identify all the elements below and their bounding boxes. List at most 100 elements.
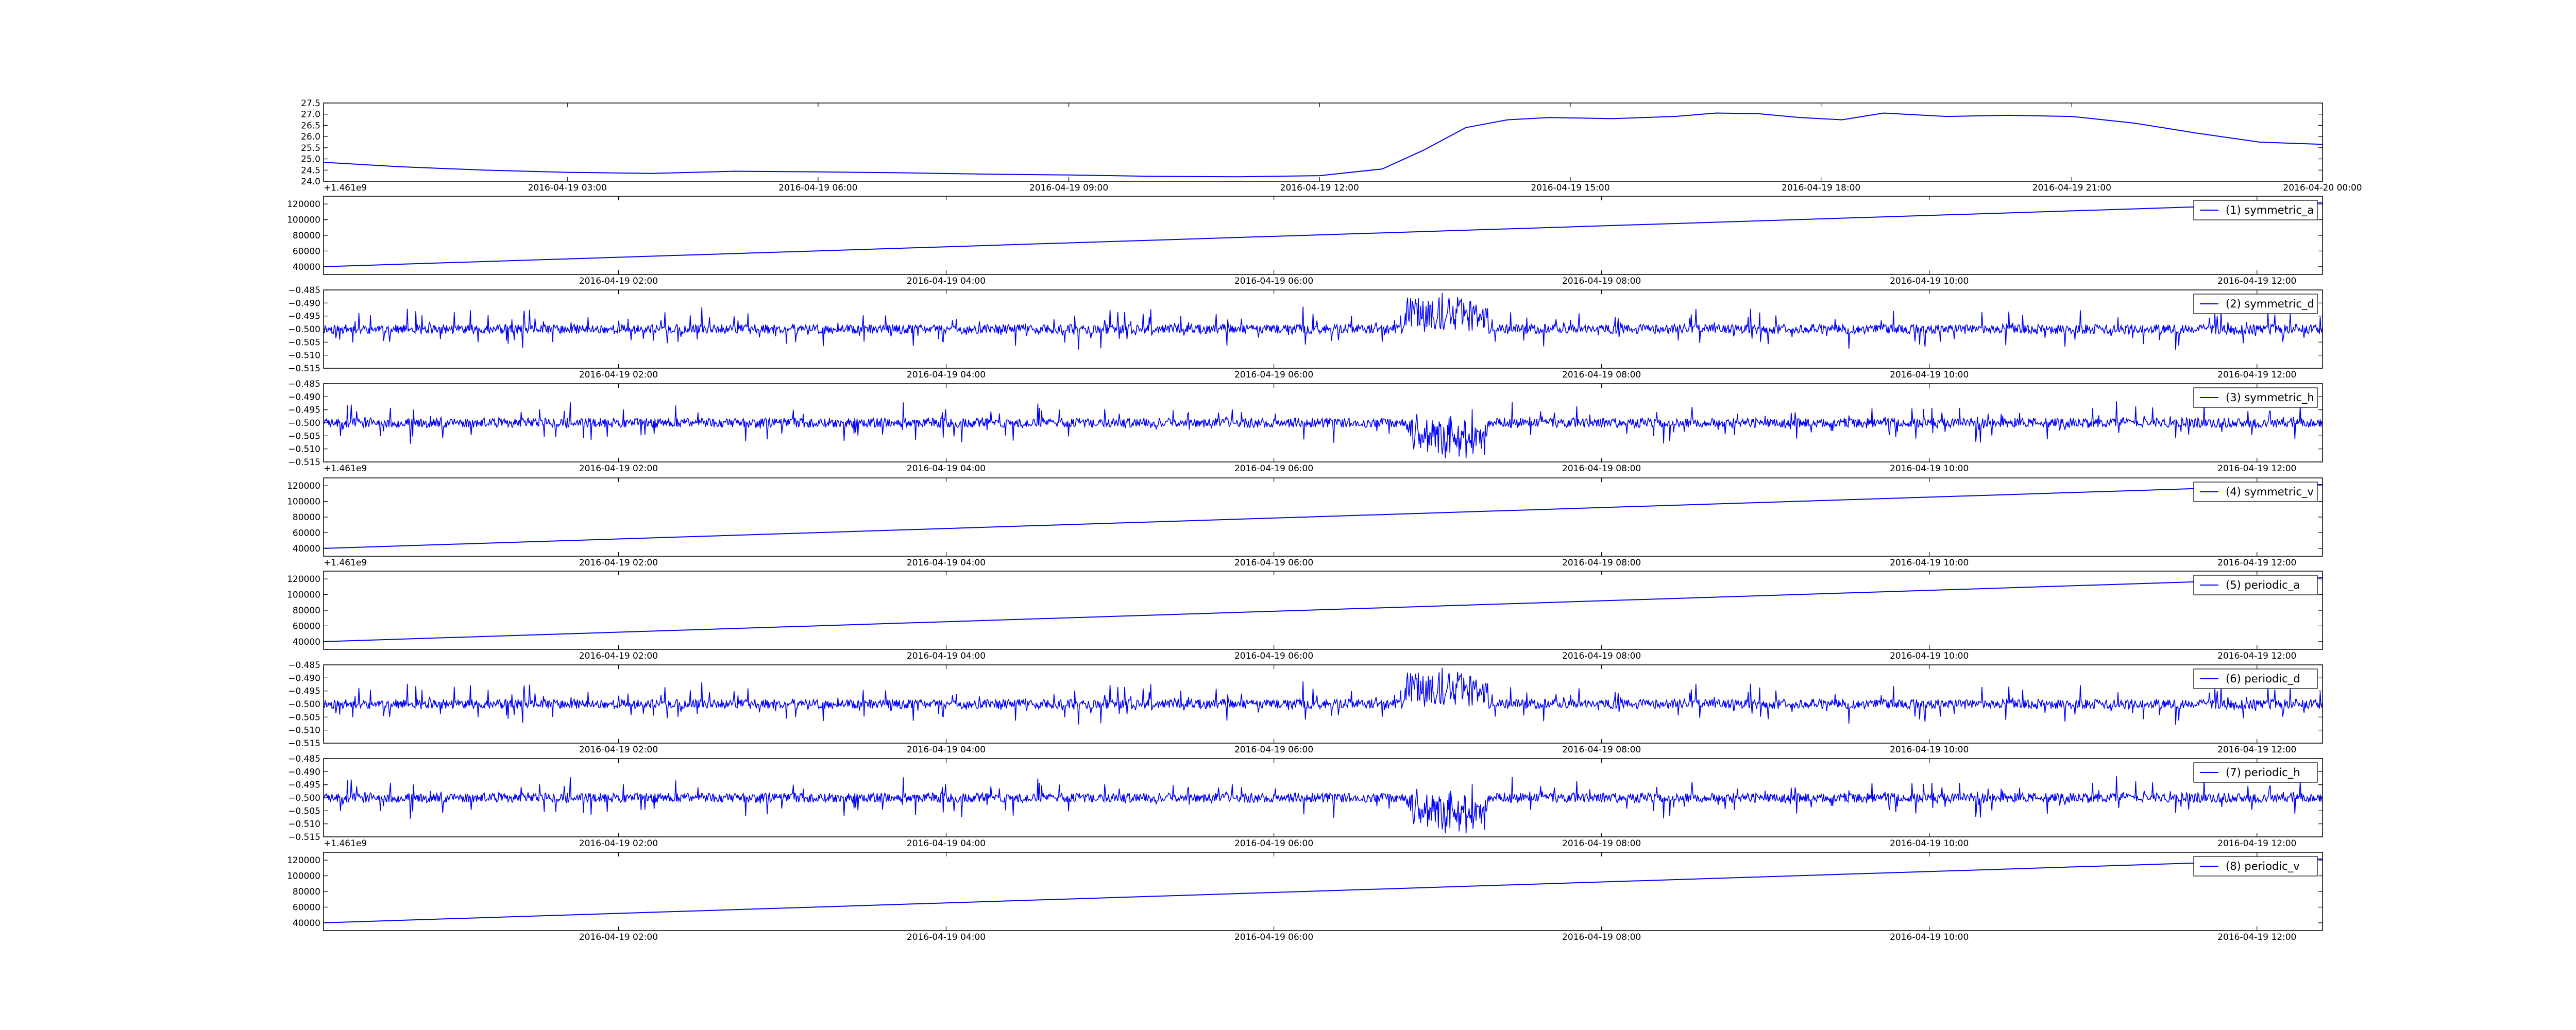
- x-tick-label: 2016-04-19 10:00: [1890, 276, 1969, 286]
- y-tick-label: 80000: [293, 887, 320, 897]
- x-tick-label: 2016-04-19 02:00: [579, 558, 658, 568]
- y-tick-label: 27.0: [301, 110, 320, 120]
- y-tick-label: −0.500: [288, 699, 320, 710]
- axes-frame: [323, 102, 2323, 182]
- axes-frame: [323, 477, 2323, 557]
- x-tick-label: 2016-04-19 12:00: [2217, 370, 2296, 380]
- y-tick-label: −0.495: [288, 405, 320, 416]
- x-tick-label: 2016-04-19 08:00: [1562, 932, 1641, 942]
- axes-frame: [323, 196, 2323, 275]
- subplot-9: 40000 60000 80000 100000 120000 2016-04-19 02…: [287, 852, 2323, 942]
- y-tick-label: −0.500: [288, 793, 320, 803]
- y-tick-label: 25.5: [301, 143, 320, 153]
- series-line: [324, 293, 2323, 350]
- y-tick-label: 120000: [287, 574, 320, 585]
- x-tick-label: 2016-04-19 08:00: [1562, 838, 1641, 849]
- x-tick-label: 2016-04-20 00:00: [2283, 183, 2362, 193]
- legend: (1) symmetric_a: [2193, 200, 2318, 220]
- x-offset-label: +1.461e9: [324, 838, 367, 849]
- x-tick-label: 2016-04-19 06:00: [1234, 464, 1313, 474]
- x-tick-label: 2016-04-19 10:00: [1890, 464, 1969, 474]
- y-tick-label: 26.0: [301, 132, 320, 142]
- x-tick-label: 2016-04-19 10:00: [1890, 745, 1969, 755]
- y-tick-label: 80000: [293, 512, 320, 523]
- y-tick-label: −0.505: [288, 806, 320, 816]
- x-tick-label: 2016-04-19 02:00: [579, 745, 658, 755]
- subplot-7: −0.515 −0.510 −0.505 −0.500 −0.495 −0.490 −0.4…: [288, 660, 2323, 755]
- y-tick-label: −0.505: [288, 712, 320, 723]
- y-tick-label: 27.5: [301, 98, 320, 109]
- y-tick-label: 120000: [287, 855, 320, 866]
- series-line: [324, 484, 2323, 549]
- x-tick-label: 2016-04-19 06:00: [1234, 370, 1313, 380]
- series-line: [324, 112, 2323, 178]
- legend-label: (4) symmetric_v: [2226, 486, 2314, 499]
- y-tick-label: 24.0: [301, 177, 320, 187]
- x-tick-label: 2016-04-19 02:00: [579, 464, 658, 474]
- x-tick-label: 2016-04-19 08:00: [1562, 464, 1641, 474]
- y-tick-label: −0.485: [288, 660, 320, 671]
- x-offset-label: +1.461e9: [324, 464, 367, 474]
- y-tick-label: −0.495: [288, 780, 320, 791]
- axes-frame: [323, 852, 2323, 931]
- legend-label: (3) symmetric_h: [2226, 391, 2314, 404]
- y-tick-label: 100000: [287, 871, 320, 882]
- x-tick-label: 2016-04-19 12:00: [2217, 745, 2296, 755]
- series-line: [324, 401, 2323, 459]
- legend: (5) periodic_a: [2193, 575, 2318, 595]
- y-tick-label: −0.500: [288, 324, 320, 335]
- x-tick-label: 2016-04-19 12:00: [2217, 464, 2296, 474]
- y-tick-label: −0.510: [288, 726, 320, 736]
- x-tick-label: 2016-04-19 12:00: [2217, 932, 2296, 942]
- legend-label: (1) symmetric_a: [2226, 204, 2314, 217]
- x-tick-label: 2016-04-19 21:00: [2032, 183, 2111, 193]
- series-line: [324, 858, 2323, 923]
- x-tick-label: 2016-04-19 04:00: [907, 558, 986, 568]
- x-tick-label: 2016-04-19 10:00: [1890, 932, 1969, 942]
- subplot-1: 24.024.525.025.526.026.527.027.5 2016-04-…: [301, 98, 2362, 193]
- legend: (8) periodic_v: [2193, 856, 2318, 877]
- axes-frame: [323, 571, 2323, 650]
- y-tick-label: 26.5: [301, 121, 320, 131]
- y-tick-label: −0.490: [288, 767, 320, 777]
- legend: (4) symmetric_v: [2193, 482, 2318, 502]
- y-tick-label: 60000: [293, 621, 320, 631]
- y-tick-label: 100000: [287, 590, 320, 600]
- y-tick-label: −0.485: [288, 379, 320, 389]
- x-tick-label: 2016-04-19 09:00: [1029, 183, 1108, 193]
- x-tick-label: 2016-04-19 03:00: [528, 183, 607, 193]
- x-tick-label: 2016-04-19 04:00: [907, 370, 986, 380]
- series-line: [324, 667, 2323, 725]
- x-tick-label: 2016-04-19 06:00: [778, 183, 857, 193]
- x-tick-label: 2016-04-19 02:00: [579, 838, 658, 849]
- x-offset-label: +1.461e9: [324, 558, 367, 568]
- y-tick-label: −0.510: [288, 351, 320, 361]
- y-tick-label: 24.5: [301, 165, 320, 176]
- x-tick-label: 2016-04-19 04:00: [907, 745, 986, 755]
- y-tick-label: 60000: [293, 902, 320, 913]
- legend: (3) symmetric_h: [2193, 387, 2318, 408]
- y-tick-label: 100000: [287, 497, 320, 507]
- subplot-8: −0.515 −0.510 −0.505 −0.500 −0.495 −0.490 −0.4…: [288, 754, 2323, 849]
- x-tick-label: 2016-04-19 15:00: [1531, 183, 1609, 193]
- y-tick-label: 120000: [287, 199, 320, 210]
- legend: (6) periodic_d: [2193, 668, 2318, 689]
- y-tick-label: −0.490: [288, 392, 320, 402]
- series-line: [324, 776, 2323, 834]
- legend: (7) periodic_h: [2193, 762, 2318, 783]
- legend-label: (7) periodic_h: [2226, 766, 2300, 779]
- y-tick-label: −0.490: [288, 298, 320, 308]
- x-tick-label: 2016-04-19 12:00: [2217, 838, 2296, 849]
- y-tick-label: −0.505: [288, 337, 320, 348]
- series-line: [324, 577, 2323, 642]
- subplot-5: 40000 60000 80000 100000 120000 2016-04-19 02…: [287, 477, 2323, 568]
- x-tick-label: 2016-04-19 02:00: [579, 370, 658, 380]
- y-tick-label: 60000: [293, 528, 320, 538]
- x-tick-label: 2016-04-19 02:00: [579, 276, 658, 286]
- subplot-2: 40000 60000 80000 100000 120000 2016-04-19 02…: [287, 196, 2323, 286]
- y-tick-label: 40000: [293, 262, 320, 272]
- y-tick-label: −0.505: [288, 431, 320, 441]
- x-tick-label: 2016-04-19 02:00: [579, 932, 658, 942]
- x-tick-label: 2016-04-19 06:00: [1234, 558, 1313, 568]
